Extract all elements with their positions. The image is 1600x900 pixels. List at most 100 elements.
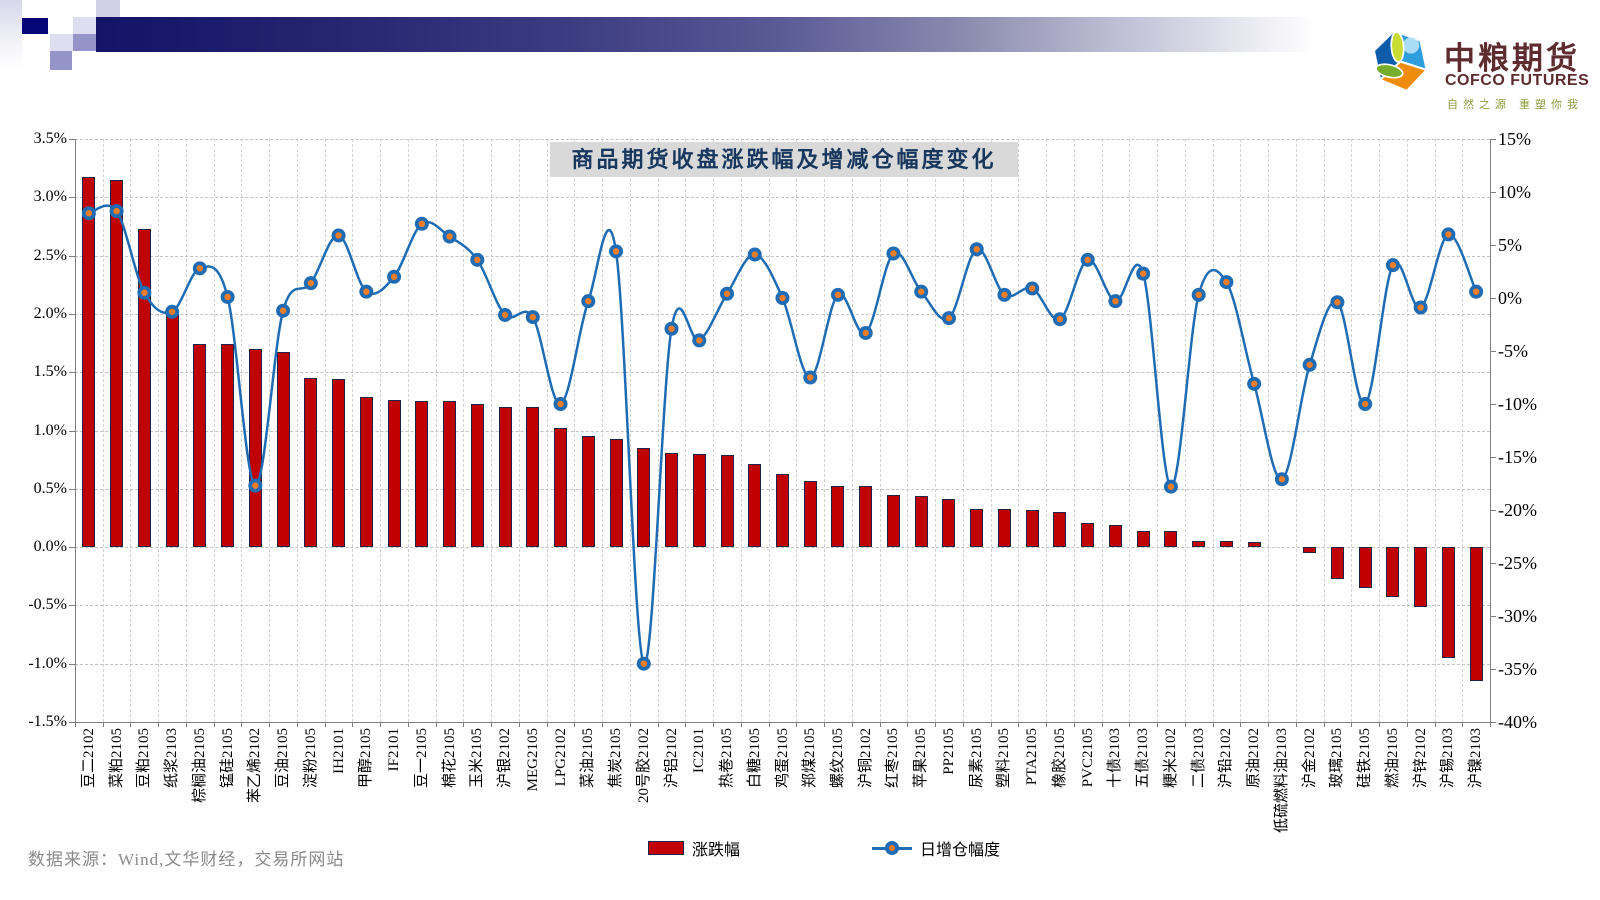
bar-红枣2105 [886, 494, 900, 548]
right-axis-tick [1490, 245, 1496, 246]
bar-橡胶2105 [1053, 512, 1067, 548]
line-marker-淀粉2105 [303, 276, 318, 291]
bar-IH2101 [332, 379, 346, 548]
left-axis-tick-label: 3.0% [33, 188, 67, 206]
logo-slogan: 自然之源 重塑你我 [1447, 99, 1584, 111]
bar-豆二2102 [82, 177, 96, 548]
bar-series-swatch-icon [648, 841, 684, 855]
bar-沪金2102 [1303, 547, 1317, 553]
header-square-navy [22, 18, 48, 34]
x-axis-label-玻璃2105: 玻璃2105 [1329, 728, 1346, 789]
line-marker-尿素2105 [969, 242, 984, 257]
bar-豆油2105 [276, 352, 290, 548]
x-axis-label-甲醇2105: 甲醇2105 [358, 728, 375, 789]
line-marker-center [1112, 297, 1119, 305]
x-axis-tick [435, 722, 437, 727]
x-axis-tick [796, 722, 798, 727]
line-marker-沪银2102 [498, 307, 513, 322]
left-axis-tick-label: 2.5% [33, 246, 67, 264]
line-marker-center [668, 325, 675, 332]
x-axis-label-苹果2105: 苹果2105 [913, 728, 930, 789]
x-axis-label-十债2103: 十债2103 [1107, 728, 1124, 789]
x-axis-label-红枣2105: 红枣2105 [885, 728, 902, 789]
x-axis-tick [1129, 722, 1131, 727]
left-axis-tick [69, 313, 75, 315]
x-axis-label-白糖2105: 白糖2105 [746, 728, 763, 789]
line-marker-center [1445, 231, 1452, 238]
header-square [50, 34, 73, 51]
line-marker-沪锡2103 [1441, 227, 1456, 242]
x-axis-label-PVC2105: PVC2105 [1079, 728, 1096, 788]
right-axis-tick-label: 0% [1498, 288, 1522, 308]
right-axis-tick [1490, 192, 1496, 193]
x-axis-tick [879, 722, 881, 727]
left-axis-tick-label: 2.0% [33, 304, 67, 322]
bar-玉米2105 [470, 403, 484, 548]
bar-PTA2105 [1025, 509, 1039, 548]
line-marker-热卷2105 [720, 286, 735, 301]
right-axis-tick [1490, 139, 1496, 140]
bar-淀粉2105 [304, 378, 318, 548]
line-marker-LPG2102 [553, 397, 568, 411]
bar-菜油2105 [581, 436, 595, 548]
x-axis-label-鸡蛋2105: 鸡蛋2105 [774, 728, 791, 789]
line-marker-center [418, 220, 426, 227]
x-axis-label-玉米2105: 玉米2105 [469, 728, 486, 789]
right-axis-tick [1490, 298, 1496, 299]
x-axis-tick [1212, 722, 1214, 727]
x-axis-label-粳米2102: 粳米2102 [1162, 728, 1179, 789]
x-axis-tick [1295, 722, 1297, 727]
line-marker-center [446, 233, 453, 240]
header-square [50, 51, 72, 70]
gridline-horizontal [75, 605, 1490, 607]
x-axis-label-豆二2102: 豆二2102 [80, 728, 97, 789]
line-marker-center [751, 251, 758, 258]
bar-沪铝2102 [665, 452, 679, 548]
line-marker-center [1001, 291, 1008, 299]
bar-20号胶2102 [637, 447, 651, 548]
bar-锰硅2105 [221, 344, 235, 548]
bar-MEG2105 [526, 407, 540, 548]
x-axis-label-苯乙烯2102: 苯乙烯2102 [247, 728, 264, 804]
line-marker-center [1278, 476, 1286, 483]
x-axis-tick [1268, 722, 1270, 727]
line-marker-硅铁2105 [1358, 397, 1373, 411]
line-marker-玻璃2105 [1330, 295, 1345, 310]
x-axis-tick [1073, 722, 1075, 727]
bar-PP2105 [942, 499, 956, 548]
x-axis-tick [1379, 722, 1381, 727]
gridline-horizontal [75, 139, 1490, 140]
right-axis-tick-label: -30% [1498, 606, 1537, 626]
x-axis-tick [1351, 722, 1353, 727]
line-marker-沪铅2102 [1219, 275, 1234, 290]
line-marker-粳米2102 [1163, 479, 1178, 494]
line-marker-center [1417, 304, 1424, 311]
line-marker-center [1084, 256, 1091, 264]
right-axis-tick [1490, 457, 1496, 458]
left-axis-tick-label: 0.5% [33, 479, 67, 497]
line-marker-塑料2105 [997, 287, 1012, 302]
x-axis-tick [518, 722, 520, 727]
line-marker-IH2101 [331, 228, 346, 243]
bar-粳米2102 [1164, 530, 1178, 548]
cofco-logo-icon [1372, 28, 1429, 93]
x-axis-tick [1101, 722, 1103, 727]
line-marker-二债2103 [1191, 287, 1206, 302]
left-axis-tick-label: 3.5% [33, 130, 67, 147]
line-marker-center [696, 337, 703, 344]
x-axis-tick [158, 722, 160, 727]
right-axis-tick-label: 15% [1498, 129, 1531, 149]
line-marker-红枣2105 [886, 246, 901, 261]
line-marker-center [834, 291, 842, 299]
bar-沪铜2102 [859, 486, 873, 548]
x-axis-tick [1184, 722, 1186, 727]
line-marker-center [1389, 261, 1397, 269]
bar-玻璃2105 [1330, 547, 1344, 579]
right-axis-line [1490, 139, 1491, 722]
right-axis-tick [1490, 616, 1496, 617]
x-axis-label-IF2101: IF2101 [386, 728, 403, 772]
left-axis-tick-label: 1.5% [33, 363, 67, 381]
x-axis-tick [1323, 722, 1325, 727]
line-marker-沪铜2102 [858, 325, 873, 340]
